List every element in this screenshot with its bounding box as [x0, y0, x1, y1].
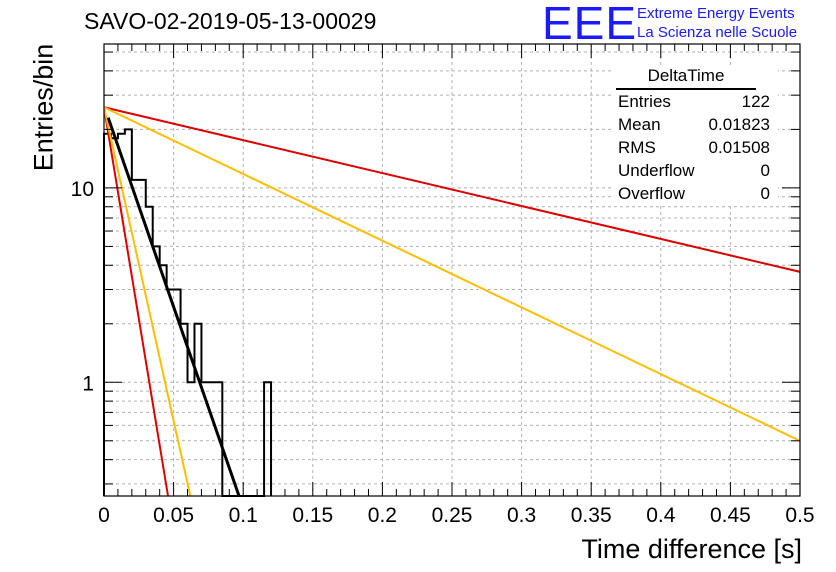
stats-value: 0: [760, 161, 770, 180]
stats-row: Entries 122: [612, 90, 778, 113]
histogram-bin: [132, 180, 139, 496]
x-tick-label: 0: [98, 504, 110, 527]
x-axis-label: Time difference [s]: [581, 534, 802, 564]
brand-line-1: Extreme Energy Events: [637, 5, 795, 22]
x-tick-label: 0.05: [153, 504, 194, 527]
brand-text: Extreme Energy Events La Scienza nelle S…: [637, 4, 797, 42]
stats-row: Underflow 0: [612, 159, 778, 182]
eee-logo: EEE: [542, 0, 638, 49]
histogram-bin: [194, 324, 201, 496]
stats-value: 0.01823: [708, 115, 770, 134]
x-tick-label: 0.1: [229, 504, 258, 527]
stats-label: Underflow: [618, 161, 695, 180]
fit-line: [106, 117, 241, 496]
x-tick-label: 0.45: [710, 504, 751, 527]
stats-value: 122: [741, 92, 770, 111]
x-tick-label: 0.15: [292, 504, 333, 527]
fit-line: [104, 106, 800, 442]
stats-row: Mean 0.01823: [612, 113, 778, 136]
stats-row: RMS 0.01508: [612, 136, 778, 159]
y-tick-label: 10: [71, 178, 94, 201]
x-tick-label: 0.35: [571, 504, 612, 527]
y-tick-label: 1: [82, 372, 94, 395]
fit-lines: [104, 106, 800, 496]
x-tick-label: 0.5: [785, 504, 814, 527]
stats-row: Overflow 0: [612, 182, 778, 205]
stats-value: 0: [760, 184, 770, 203]
stats-value: 0.01508: [708, 138, 770, 157]
stats-label: Overflow: [618, 184, 686, 203]
brand-line-2: La Scienza nelle Scuole: [637, 24, 798, 41]
histogram-bin: [264, 382, 271, 496]
histogram-bin: [153, 246, 160, 496]
stats-box: DeltaTime Entries 122 Mean 0.01823 RMS 0…: [612, 66, 778, 205]
stats-label: Entries: [618, 92, 671, 111]
x-tick-label: 0.25: [432, 504, 473, 527]
x-tick-label: 0.2: [368, 504, 397, 527]
y-axis-label: Entries/bin: [28, 43, 59, 172]
histogram-bin: [208, 382, 215, 496]
x-ticks: 0 0.05 0.1 0.15 0.2 0.25 0.3 0.35 0.4 0.45 0.5: [98, 44, 815, 527]
histogram-bin: [188, 382, 195, 496]
fit-line: [104, 106, 800, 273]
fit-line: [104, 107, 192, 496]
x-tick-label: 0.3: [507, 504, 536, 527]
stats-label: RMS: [618, 138, 656, 157]
y-ticks: 1 10: [71, 51, 800, 485]
histogram-bin: [111, 138, 118, 496]
stats-label: Mean: [618, 115, 661, 134]
fit-line: [104, 107, 170, 496]
stats-title: DeltaTime: [616, 66, 756, 90]
x-tick-label: 0.4: [646, 504, 676, 527]
chart-title: SAVO-02-2019-05-13-00029: [84, 8, 377, 34]
histogram-bin: [146, 207, 153, 496]
